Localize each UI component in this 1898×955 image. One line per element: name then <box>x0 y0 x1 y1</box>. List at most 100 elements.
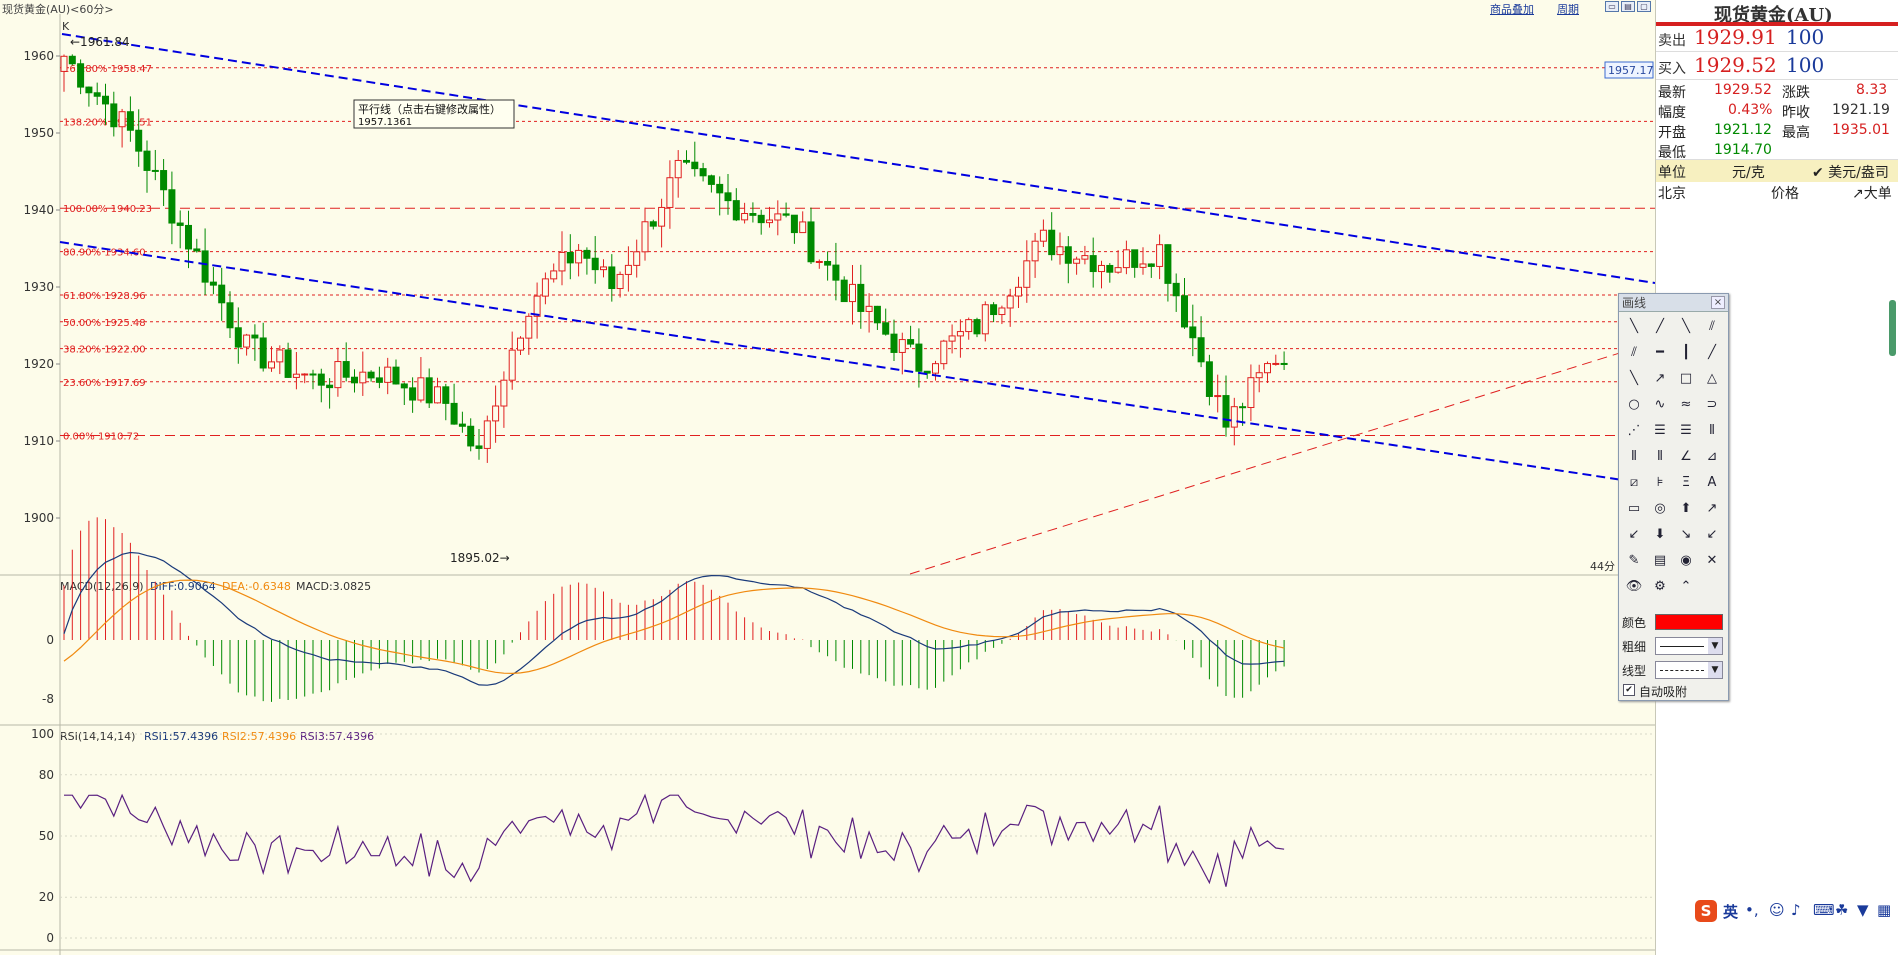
candle-body <box>268 361 275 369</box>
candle-body <box>467 425 475 447</box>
candle-body <box>359 371 367 384</box>
resistance-icon[interactable]: ⊧ <box>1656 475 1664 490</box>
candle-body <box>1172 282 1180 297</box>
emoji-icon[interactable]: ☺ <box>1769 901 1785 919</box>
triangle-icon[interactable]: △ <box>1707 371 1717 386</box>
hide-icon[interactable]: ◉ <box>1680 553 1692 568</box>
expand-icon[interactable]: ⌃ <box>1680 579 1692 594</box>
candle-body <box>923 370 931 374</box>
gann-fan-icon[interactable]: ⊿ <box>1706 449 1718 464</box>
unit-bar[interactable]: 单位 元/克 ✔ 美元/盎司 <box>1656 160 1898 182</box>
cycle-icon[interactable]: ⦀ <box>1657 449 1663 464</box>
speed-line-icon[interactable]: ⧄ <box>1629 475 1639 490</box>
price-tag-value: 1957.17 <box>1608 64 1654 77</box>
down-right-arrow-icon[interactable]: ↘ <box>1680 527 1692 542</box>
gann-icon[interactable]: ⦀ <box>1631 449 1637 464</box>
candle-body <box>201 250 209 283</box>
up-arrow-icon[interactable]: ⬆ <box>1680 501 1692 516</box>
up-right-arrow-icon[interactable]: ↗ <box>1706 501 1718 516</box>
scroll-handle[interactable] <box>1889 300 1896 356</box>
skin-icon[interactable]: ☘ <box>1835 901 1849 919</box>
double-parallel-icon[interactable]: ⫽ <box>1631 345 1637 360</box>
channel-lower-line <box>59 241 1655 486</box>
line-segment-icon[interactable]: ╲ <box>1630 319 1638 334</box>
keyboard-icon[interactable]: ⌨ <box>1813 901 1835 919</box>
layout-button-1[interactable]: ▭ <box>1605 1 1619 12</box>
layout-button-2[interactable]: ▤ <box>1621 1 1635 12</box>
candle-body <box>624 264 632 275</box>
unit-alt[interactable]: ✔ 美元/盎司 <box>1812 165 1889 181</box>
ray-icon[interactable]: ╱ <box>1656 319 1664 334</box>
color-swatch[interactable] <box>1655 614 1723 630</box>
style-select[interactable]: ▼ <box>1655 661 1723 679</box>
candle-body <box>392 366 400 385</box>
delete-icon[interactable]: ✕ <box>1706 553 1718 568</box>
chart-title: 现货黄金(AU)<60分> <box>2 3 114 16</box>
mic-icon[interactable]: ♪ <box>1791 901 1801 919</box>
y-tick-label: 1930 <box>23 280 54 294</box>
candle-body <box>251 334 259 339</box>
pencil-icon[interactable]: ✎ <box>1628 553 1640 568</box>
curve-icon[interactable]: ∿ <box>1654 397 1666 412</box>
toolbox-close-button[interactable]: × <box>1711 296 1725 309</box>
horizontal-line-icon[interactable]: ━ <box>1656 345 1664 360</box>
vertical-line-icon[interactable]: ┃ <box>1682 345 1690 360</box>
candle-body <box>857 283 865 312</box>
sogou-icon[interactable]: S <box>1695 900 1717 922</box>
buy-row[interactable]: 买入 1929.52 100 <box>1656 52 1898 80</box>
ime-lang[interactable]: 英 <box>1723 903 1739 921</box>
down-left-arrow-icon[interactable]: ↙ <box>1628 527 1640 542</box>
change-label: 涨跌 <box>1782 85 1810 101</box>
parallel-icon[interactable]: ⫽ <box>1709 319 1715 334</box>
k-label: K <box>62 20 70 33</box>
candle-body <box>898 339 906 353</box>
settings-icon[interactable]: ⚙ <box>1654 579 1666 594</box>
rectangle-icon[interactable]: □ <box>1679 371 1693 386</box>
fib-fan-icon[interactable]: ⋰ <box>1627 423 1641 438</box>
target-icon[interactable]: ◎ <box>1654 501 1666 516</box>
stats-icon[interactable]: ▤ <box>1653 553 1667 568</box>
shirt-icon[interactable]: ▼ <box>1857 901 1869 919</box>
ime-punct[interactable]: •, <box>1745 901 1759 919</box>
quote-title-bar <box>1656 22 1898 26</box>
width-select[interactable]: ▼ <box>1655 637 1723 655</box>
down-left-green-icon[interactable]: ↙ <box>1706 527 1718 542</box>
channel-upper-line <box>61 33 1655 284</box>
change-value: 8.33 <box>1856 82 1888 98</box>
candle-body <box>707 175 715 185</box>
fib-label: 138.20% 1951.51 <box>63 117 152 128</box>
ime-toolbar[interactable]: S 英 •, ☺ ♪ ⌨ ☘ ▼ ▦ <box>1685 898 1895 924</box>
period-link[interactable]: 周期 <box>1557 3 1579 16</box>
fib-time-icon[interactable]: ⦀ <box>1709 423 1715 438</box>
grid-menu-icon[interactable]: ▦ <box>1877 901 1892 919</box>
fib-retrace-icon[interactable]: ☰ <box>1654 423 1666 438</box>
unit-value[interactable]: 元/克 <box>1732 165 1765 181</box>
auto-snap-checkbox[interactable]: ✔ <box>1623 684 1635 696</box>
wave-icon[interactable]: ≈ <box>1680 397 1692 412</box>
eye-icon[interactable]: 👁 <box>1625 579 1643 594</box>
drawing-toolbox[interactable]: 画线 × ╲ ╱ ╲ ⫽ ⫽ ━ ┃ ╱ ╲ ↗ □ △ ○ ∿ ≈ ⊃ ⋰ ☰ ☰ ⦀ ⦀ ⦀ ∠ ⊿ ⧄ ⊧ Ξ A ▭ ◎ ⬆ ↗ ↙ ⬇ ↘… <box>1618 293 1729 701</box>
layout-button-3[interactable]: ▢ <box>1637 1 1651 12</box>
line-icon[interactable]: ╲ <box>1682 319 1690 334</box>
text-icon[interactable]: A <box>1707 475 1717 490</box>
diagonal-line-icon[interactable]: ╱ <box>1708 345 1716 360</box>
down-arrow-icon[interactable]: ⬇ <box>1654 527 1666 542</box>
candle-body <box>774 213 782 221</box>
ellipse-icon[interactable]: ○ <box>1628 397 1640 412</box>
fib-text-icon[interactable]: Ξ <box>1681 475 1691 490</box>
toolbox-header[interactable]: 画线 × <box>1619 294 1728 312</box>
fib-ext-icon[interactable]: ☰ <box>1680 423 1692 438</box>
fib-label: 50.00% 1925.48 <box>63 318 146 329</box>
amp-value: 0.43% <box>1728 102 1773 118</box>
overlay-commodity-link[interactable]: 商品叠加 <box>1490 3 1534 16</box>
candle-body <box>990 304 998 316</box>
arrow-line-icon[interactable]: ╲ <box>1630 371 1638 386</box>
arc-icon[interactable]: ⊃ <box>1706 397 1718 412</box>
sell-row[interactable]: 卖出 1929.91 100 <box>1656 24 1898 52</box>
chart-area[interactable]: 现货黄金(AU)<60分> 商品叠加 周期 ▭ ▤ ▢ 1960 1950 1940… <box>0 0 1655 955</box>
arrow-up-right-icon[interactable]: ↗ <box>1654 371 1666 386</box>
angle-icon[interactable]: ∠ <box>1680 449 1692 464</box>
chart-canvas[interactable]: 1960 1950 1940 1930 1920 1910 1900 161.80% 1958… <box>0 0 1655 955</box>
ruler-icon[interactable]: ▭ <box>1627 501 1641 516</box>
candle-body <box>591 257 599 271</box>
